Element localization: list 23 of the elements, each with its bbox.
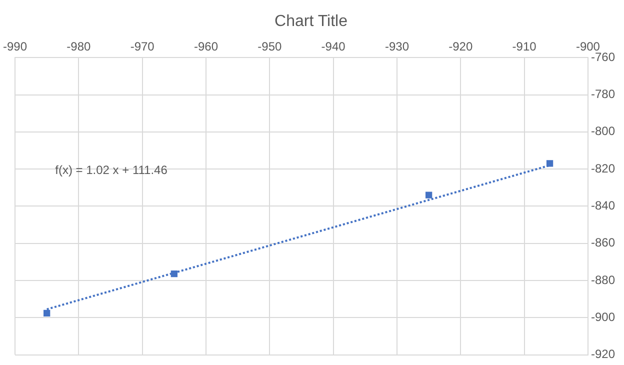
x-tick-label: -920 bbox=[448, 40, 473, 54]
y-tick-label: -860 bbox=[590, 236, 616, 250]
y-tick-label: -880 bbox=[590, 272, 616, 287]
y-tick-label: -820 bbox=[590, 161, 616, 176]
x-tick-label: -980 bbox=[66, 40, 91, 54]
x-tick-label: -950 bbox=[258, 40, 282, 54]
x-tick-label: -930 bbox=[384, 40, 410, 54]
y-tick-label: -920 bbox=[590, 347, 616, 362]
x-tick-label: -970 bbox=[130, 40, 155, 54]
point bbox=[44, 310, 50, 317]
y-tick-label: -840 bbox=[590, 198, 616, 213]
point bbox=[546, 160, 554, 167]
chart-title: Chart Title bbox=[274, 13, 348, 30]
y-tick-label: -780 bbox=[590, 87, 616, 102]
point bbox=[170, 270, 178, 278]
x-tick-label: -960 bbox=[194, 40, 218, 54]
point bbox=[425, 192, 432, 198]
y-tick-label: -900 bbox=[590, 310, 616, 324]
x-tick-label: -940 bbox=[321, 40, 346, 54]
x-tick-label: -910 bbox=[512, 40, 537, 54]
x-tick-label: -990 bbox=[2, 40, 28, 54]
annotation: f(x) = 1.02 x + 111.46 bbox=[55, 162, 168, 177]
y-tick-label: -800 bbox=[590, 124, 616, 138]
